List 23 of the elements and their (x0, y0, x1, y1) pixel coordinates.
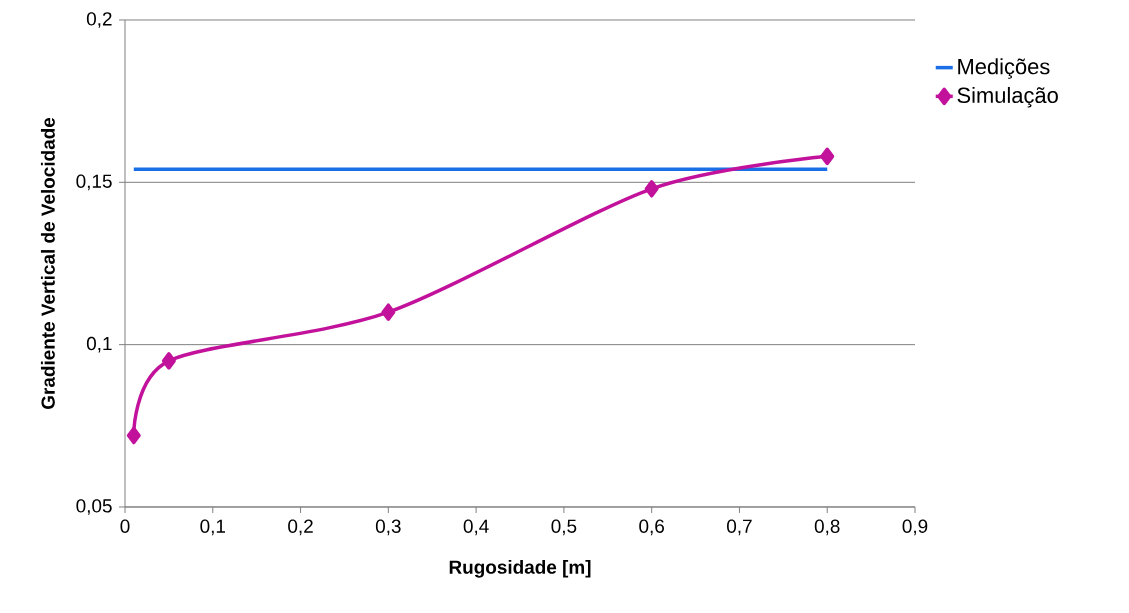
point (126, 426, 141, 445)
x-tick-label: 0,5 (551, 519, 577, 536)
x-tick-label: 0,2 (288, 519, 313, 536)
x-tick-label: 0,4 (463, 519, 489, 536)
point (820, 147, 835, 166)
y-axis-title: Gradiente Vertical de Velocidade (40, 117, 55, 409)
point (381, 303, 396, 321)
x-tick-label: 0,7 (727, 519, 752, 536)
x-tick-label: 0 (120, 519, 130, 533)
x-tick-label: 0,3 (375, 519, 401, 536)
y-tick-label: 0,2 (86, 12, 112, 28)
x-axis-title: Rugosidade [m] (449, 559, 591, 578)
legend-label: Simulação (957, 86, 1058, 108)
x-tick-label: 0,9 (902, 519, 928, 536)
legend-label: Medições (958, 58, 1050, 79)
y-tick-label: 0,05 (76, 499, 112, 515)
point (161, 352, 176, 370)
point (644, 180, 659, 198)
x-tick-label: 0,1 (200, 519, 226, 536)
x-tick-label: 0,8 (814, 519, 840, 536)
y-tick-label: 0,1 (86, 336, 112, 353)
y-tick-label: 0,15 (76, 174, 112, 191)
x-tick-label: 0,6 (639, 519, 664, 536)
